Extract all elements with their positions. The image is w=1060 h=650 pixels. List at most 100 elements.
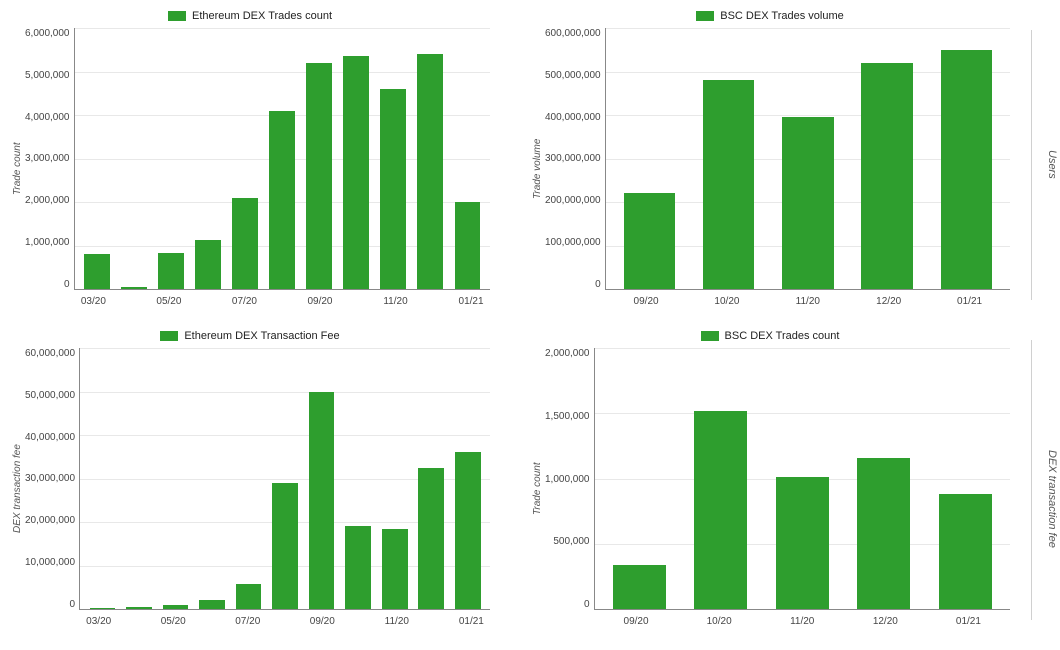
side-divider-bottom	[1031, 340, 1032, 620]
x-tick-label	[414, 296, 452, 307]
y-tick-label: 100,000,000	[545, 237, 601, 248]
bar	[309, 392, 335, 610]
y-tick-label: 2,000,000	[25, 195, 70, 206]
x-tick-label: 05/20	[150, 296, 188, 307]
y-axis-ticks: 600,000,000500,000,000400,000,000300,000…	[545, 28, 605, 310]
side-label-users: Users	[1046, 150, 1058, 179]
x-tick-label	[188, 296, 226, 307]
y-axis-label: Trade count	[530, 348, 545, 630]
bar-slot	[84, 348, 121, 609]
y-tick-label: 0	[25, 599, 75, 610]
side-divider-top	[1031, 30, 1032, 300]
legend-label: Ethereum DEX Trades count	[192, 10, 332, 22]
bar-slot	[689, 28, 768, 289]
chart-eth-trades-count: Ethereum DEX Trades count Trade count 6,…	[10, 10, 490, 310]
bar-slot	[194, 348, 231, 609]
x-tick-label: 11/20	[761, 616, 844, 627]
x-tick-label: 07/20	[229, 616, 266, 627]
x-tick-label: 09/20	[595, 616, 678, 627]
x-tick-label	[341, 616, 378, 627]
chart-body: Trade count 6,000,0005,000,0004,000,0003…	[10, 28, 490, 310]
x-tick-label	[415, 616, 452, 627]
legend-swatch	[168, 11, 186, 21]
side-label-fee: DEX transaction fee	[1046, 450, 1058, 548]
x-tick-label: 11/20	[767, 296, 848, 307]
x-tick-label: 09/20	[301, 296, 339, 307]
y-tick-label: 20,000,000	[25, 515, 75, 526]
bar-slot	[412, 28, 449, 289]
bar	[776, 477, 829, 609]
legend-label: BSC DEX Trades volume	[720, 10, 844, 22]
bar-slot	[79, 28, 116, 289]
bar-slot	[610, 28, 689, 289]
bar	[417, 54, 443, 289]
bar	[382, 529, 408, 609]
plot-area: 09/2010/2011/2012/2001/21	[594, 348, 1011, 610]
x-tick-label: 09/20	[304, 616, 341, 627]
y-tick-label: 1,500,000	[545, 411, 590, 422]
y-axis-label: Trade volume	[530, 28, 545, 310]
bar-slot	[153, 28, 190, 289]
x-axis-ticks: 09/2010/2011/2012/2001/21	[606, 296, 1010, 307]
y-tick-label: 60,000,000	[25, 348, 75, 359]
y-axis-ticks: 60,000,00050,000,00040,000,00030,000,000…	[25, 348, 79, 630]
bar-slot	[927, 28, 1006, 289]
bar-slot	[449, 28, 486, 289]
bar	[232, 198, 258, 289]
bar	[694, 411, 747, 609]
bar	[624, 193, 676, 289]
y-axis-label: Trade count	[10, 28, 25, 310]
y-tick-label: 10,000,000	[25, 557, 75, 568]
x-tick-label: 01/21	[452, 296, 490, 307]
y-tick-label: 0	[545, 279, 601, 290]
bar-slot	[267, 348, 304, 609]
y-tick-label: 1,000,000	[25, 237, 70, 248]
x-tick-label: 09/20	[606, 296, 687, 307]
bar-slot	[925, 348, 1007, 609]
bar	[126, 607, 152, 609]
bar-slot	[190, 28, 227, 289]
legend: Ethereum DEX Transaction Fee	[10, 330, 490, 342]
bar	[857, 458, 910, 609]
y-tick-label: 300,000,000	[545, 153, 601, 164]
x-tick-label: 01/21	[927, 616, 1010, 627]
bar	[380, 89, 406, 289]
x-tick-label	[266, 616, 303, 627]
bar-slot	[847, 28, 926, 289]
bar-slot	[762, 348, 844, 609]
x-axis-ticks: 03/2005/2007/2009/2011/2001/21	[80, 616, 490, 627]
bar	[345, 526, 371, 609]
chart-bsc-trades-count: BSC DEX Trades count Trade count 2,000,0…	[530, 330, 1010, 630]
x-tick-label: 12/20	[844, 616, 927, 627]
bar	[455, 452, 481, 609]
bar-slot	[843, 348, 925, 609]
legend: Ethereum DEX Trades count	[10, 10, 490, 22]
bar-slot	[376, 348, 413, 609]
legend: BSC DEX Trades volume	[530, 10, 1010, 22]
x-tick-label: 03/20	[75, 296, 113, 307]
y-tick-label: 0	[545, 599, 590, 610]
bars-container	[595, 348, 1011, 609]
x-axis-ticks: 09/2010/2011/2012/2001/21	[595, 616, 1011, 627]
x-tick-label: 01/21	[929, 296, 1010, 307]
x-tick-label: 03/20	[80, 616, 117, 627]
bar	[158, 253, 184, 289]
bar	[236, 584, 262, 609]
x-tick-label	[192, 616, 229, 627]
chart-body: Trade volume 600,000,000500,000,000400,0…	[530, 28, 1010, 310]
chart-eth-tx-fee: Ethereum DEX Transaction Fee DEX transac…	[10, 330, 490, 630]
bar	[455, 202, 481, 289]
x-tick-label: 01/21	[453, 616, 490, 627]
bar-slot	[227, 28, 264, 289]
y-tick-label: 3,000,000	[25, 153, 70, 164]
x-tick-label: 12/20	[848, 296, 929, 307]
chart-grid: Ethereum DEX Trades count Trade count 6,…	[10, 10, 1050, 630]
x-axis-ticks: 03/2005/2007/2009/2011/2001/21	[75, 296, 491, 307]
y-axis-ticks: 2,000,0001,500,0001,000,000500,0000	[545, 348, 594, 630]
x-tick-label	[117, 616, 154, 627]
legend-label: BSC DEX Trades count	[725, 330, 840, 342]
bar	[418, 468, 444, 609]
x-tick-label	[112, 296, 150, 307]
bar-slot	[301, 28, 338, 289]
y-tick-label: 5,000,000	[25, 70, 70, 81]
